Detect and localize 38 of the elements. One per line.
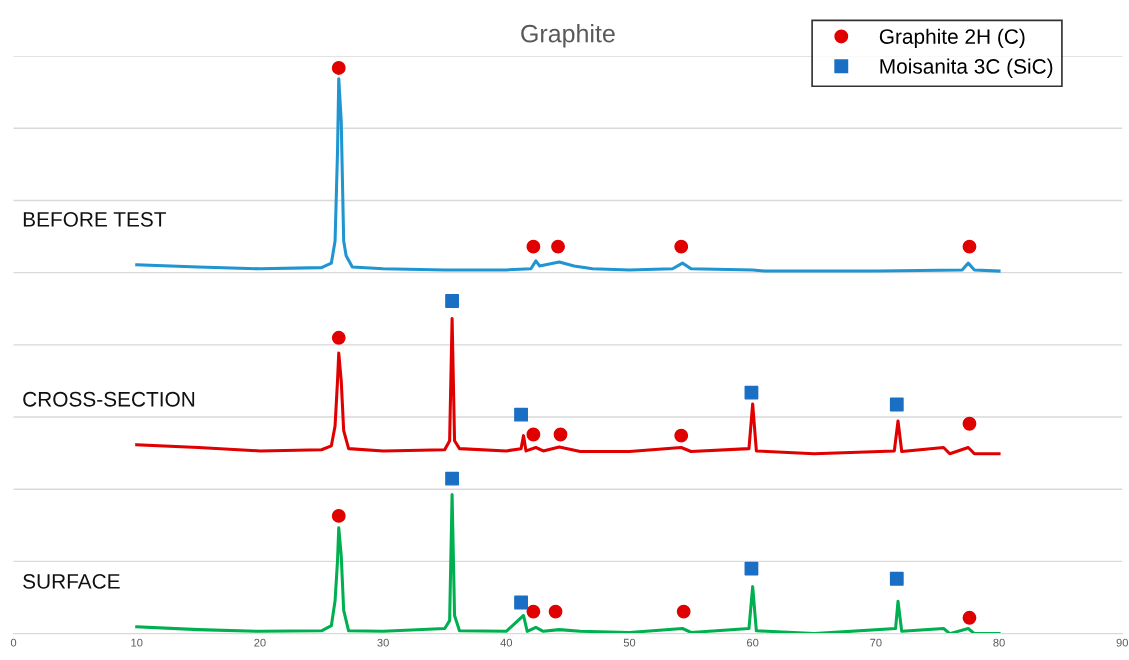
- series-label: BEFORE TEST: [23, 212, 167, 227]
- point: [676, 604, 691, 619]
- point: [962, 416, 977, 431]
- point: [962, 239, 977, 254]
- x-tick-label: 10: [131, 638, 143, 647]
- x-tick-label: 90: [1116, 638, 1128, 647]
- point: [889, 571, 904, 586]
- point: [514, 595, 528, 610]
- chart-title: Graphite: [521, 24, 615, 48]
- x-tick-label: 20: [254, 638, 266, 647]
- series-label: CROSS-SECTION: [23, 391, 195, 407]
- point: [744, 385, 759, 400]
- point: [674, 239, 689, 254]
- x-tick-label: 0: [10, 638, 17, 647]
- x-tick-label: 60: [747, 638, 759, 647]
- point: [445, 294, 459, 308]
- text: SURFACE: [23, 574, 120, 589]
- point: [548, 604, 563, 619]
- point: [514, 407, 528, 422]
- legend-label: Graphite 2H (C): [879, 28, 1025, 49]
- point: [445, 471, 459, 486]
- point: [962, 610, 977, 625]
- point: [526, 427, 541, 442]
- x-tick-label: 50: [623, 638, 636, 647]
- x-tick-label: 70: [870, 638, 882, 647]
- point: [331, 61, 346, 75]
- x-tick-label: 80: [993, 638, 1005, 647]
- point: [331, 509, 346, 523]
- x-tick-label: 40: [500, 638, 513, 647]
- point: [889, 397, 904, 412]
- point: [553, 427, 568, 442]
- x-tick-label: 30: [377, 638, 389, 647]
- point: [674, 428, 689, 443]
- point: [551, 239, 565, 254]
- point: [526, 239, 541, 254]
- legend-label: Moisanita 3C (SiC): [880, 58, 1053, 78]
- point: [526, 604, 541, 619]
- point: [331, 330, 346, 345]
